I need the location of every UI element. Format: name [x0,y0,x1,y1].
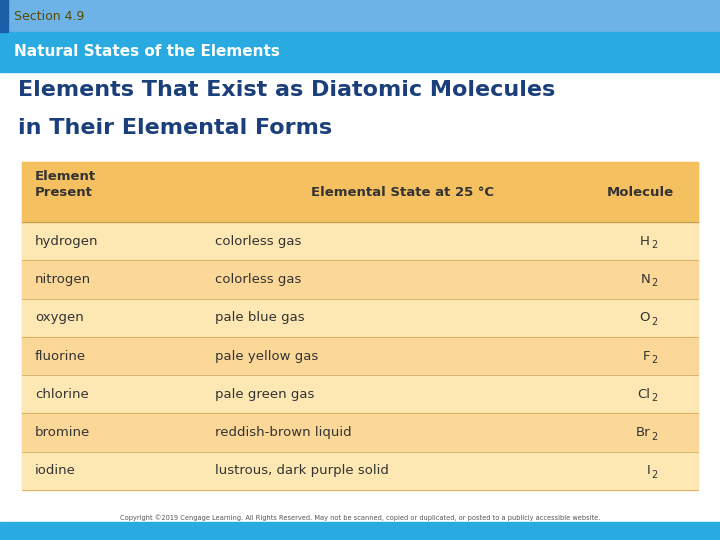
Bar [22,414,698,452]
Bar [22,299,698,337]
Text: hydrogen: hydrogen [35,235,99,248]
Bar [22,162,698,222]
Text: chlorine: chlorine [35,388,89,401]
Text: N: N [640,273,650,286]
Text: colorless gas: colorless gas [215,273,302,286]
Bar [0,522,720,540]
Text: Element: Element [35,170,96,183]
Bar [22,337,698,375]
Text: Elemental State at 25 °C: Elemental State at 25 °C [311,186,494,199]
Text: Copyright ©2019 Cengage Learning. All Rights Reserved. May not be scanned, copie: Copyright ©2019 Cengage Learning. All Ri… [120,514,600,521]
Text: 2: 2 [651,470,657,480]
Text: 2: 2 [651,317,657,327]
Bar [22,162,698,490]
Text: bromine: bromine [35,426,90,439]
Bar [22,452,698,490]
Text: Natural States of the Elements: Natural States of the Elements [14,44,280,59]
Bar [22,375,698,414]
Text: pale yellow gas: pale yellow gas [215,349,318,362]
Text: 2: 2 [651,240,657,250]
Text: I: I [647,464,650,477]
Bar [22,222,698,260]
Text: oxygen: oxygen [35,311,84,324]
Text: F: F [642,349,650,362]
Text: Elements That Exist as Diatomic Molecules: Elements That Exist as Diatomic Molecule… [18,80,555,100]
Text: 2: 2 [651,393,657,403]
Text: lustrous, dark purple solid: lustrous, dark purple solid [215,464,389,477]
Text: pale blue gas: pale blue gas [215,311,305,324]
Text: Section 4.9: Section 4.9 [14,10,84,23]
Bar [22,260,698,299]
Text: 2: 2 [651,355,657,365]
Text: Present: Present [35,186,93,199]
Text: Br: Br [635,426,650,439]
Text: 2: 2 [651,431,657,442]
Text: colorless gas: colorless gas [215,235,302,248]
Text: iodine: iodine [35,464,76,477]
Bar [0,0,8,32]
Text: Molecule: Molecule [606,186,674,199]
Text: O: O [639,311,650,324]
Text: 2: 2 [651,279,657,288]
Text: reddish-brown liquid: reddish-brown liquid [215,426,351,439]
Text: in Their Elemental Forms: in Their Elemental Forms [18,118,332,138]
Text: nitrogen: nitrogen [35,273,91,286]
Text: fluorine: fluorine [35,349,86,362]
Bar [0,32,720,72]
Bar [0,0,720,32]
Text: H: H [640,235,650,248]
Text: Cl: Cl [637,388,650,401]
Text: pale green gas: pale green gas [215,388,315,401]
